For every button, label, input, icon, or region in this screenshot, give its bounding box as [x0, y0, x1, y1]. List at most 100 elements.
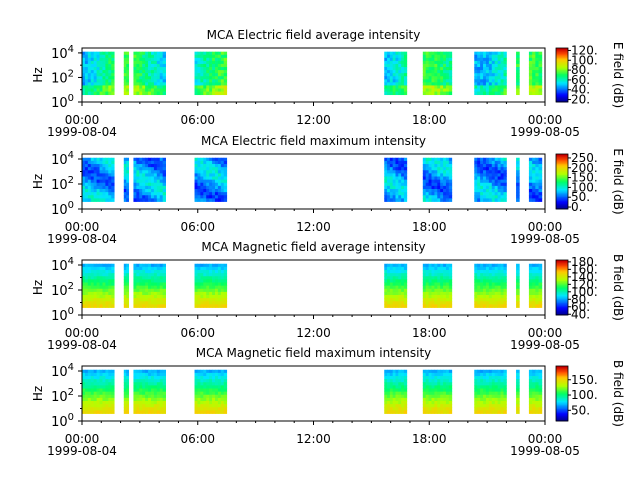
data-cell [197, 51, 201, 56]
data-cell [153, 63, 158, 68]
data-cell [108, 54, 112, 59]
data-cell [434, 91, 438, 96]
chart-title: MCA Magnetic field maximum intensity [196, 346, 432, 360]
data-cell [194, 382, 198, 386]
colorbar-segment [556, 265, 568, 268]
data-cell [206, 164, 210, 168]
data-cell [445, 63, 450, 68]
date-label: 1999-08-04 [47, 444, 117, 458]
data-cell [392, 288, 396, 293]
data-cell [440, 382, 444, 386]
data-cell [535, 63, 539, 68]
data-cell [111, 291, 115, 296]
data-cell [150, 60, 155, 65]
colorbar-segment [556, 158, 568, 160]
data-cell [535, 182, 539, 187]
data-cell [197, 397, 201, 402]
data-cell [126, 70, 130, 74]
data-cell [437, 369, 441, 374]
data-cell [384, 76, 388, 80]
data-cell [387, 85, 391, 89]
data-cell [223, 182, 228, 187]
data-cell [401, 388, 405, 393]
data-cell [90, 295, 95, 299]
data-cell [503, 282, 507, 287]
data-cell [384, 176, 388, 181]
data-cell [474, 70, 478, 74]
data-cell [206, 57, 210, 62]
x-tick-label: 00:00 [65, 113, 100, 127]
data-cell [145, 189, 149, 193]
data-cell [93, 173, 98, 177]
data-cell [445, 404, 450, 408]
data-cell [440, 192, 444, 196]
data-cell [403, 51, 408, 56]
data-cell [206, 176, 210, 181]
data-cell [206, 273, 210, 277]
data-cell [136, 88, 140, 92]
data-cell [538, 63, 543, 68]
data-cell [503, 67, 507, 71]
data-cell [108, 160, 112, 165]
data-cell [93, 73, 98, 77]
data-cell [387, 295, 391, 299]
data-cell [212, 397, 216, 402]
data-cell [428, 404, 432, 408]
data-cell [84, 88, 89, 92]
data-cell [538, 304, 543, 308]
data-cell [403, 270, 408, 274]
data-cell [434, 192, 438, 196]
data-cell [150, 404, 155, 408]
data-cell [84, 382, 89, 386]
data-cell [434, 291, 438, 296]
y-tick-label: 100 [51, 306, 74, 324]
data-cell [497, 301, 501, 305]
data-cell [105, 372, 109, 377]
data-cell [497, 173, 501, 177]
data-cell [197, 263, 201, 268]
data-cell [87, 67, 92, 71]
data-cell [99, 176, 103, 181]
data-cell [516, 376, 520, 380]
data-cell [431, 273, 435, 277]
data-cell [428, 195, 432, 199]
data-cell [197, 288, 201, 293]
data-cell [395, 388, 399, 393]
data-cell [223, 407, 228, 411]
colorbar-segment [556, 309, 568, 312]
data-cell [387, 382, 391, 386]
data-cell [145, 291, 149, 296]
data-cell [528, 388, 533, 393]
data-cell [389, 263, 394, 268]
data-cell [203, 391, 207, 396]
data-cell [217, 182, 222, 187]
data-cell [220, 276, 225, 280]
data-cell [159, 73, 164, 77]
data-cell [532, 288, 536, 293]
data-cell [209, 273, 213, 277]
data-cell [194, 170, 198, 174]
data-cell [108, 391, 112, 396]
data-cell [516, 82, 520, 86]
data-cell [445, 164, 450, 168]
x-tick-label: 18:00 [412, 113, 447, 127]
data-cell [535, 279, 539, 283]
data-cell [532, 291, 536, 296]
data-cell [90, 276, 95, 280]
data-cell [474, 404, 478, 408]
data-cell [142, 160, 146, 165]
data-cell [136, 179, 140, 184]
data-cell [477, 270, 481, 274]
data-cell [142, 369, 146, 374]
data-cell [491, 192, 496, 196]
data-cell [223, 88, 228, 92]
data-cell [477, 285, 481, 290]
data-cell [538, 379, 543, 383]
data-cell [156, 54, 161, 59]
data-cell [437, 85, 441, 89]
data-cell [474, 185, 478, 190]
data-cell [153, 54, 158, 59]
colorbar-segment [556, 97, 568, 100]
data-cell [82, 301, 86, 305]
data-cell [448, 79, 453, 83]
